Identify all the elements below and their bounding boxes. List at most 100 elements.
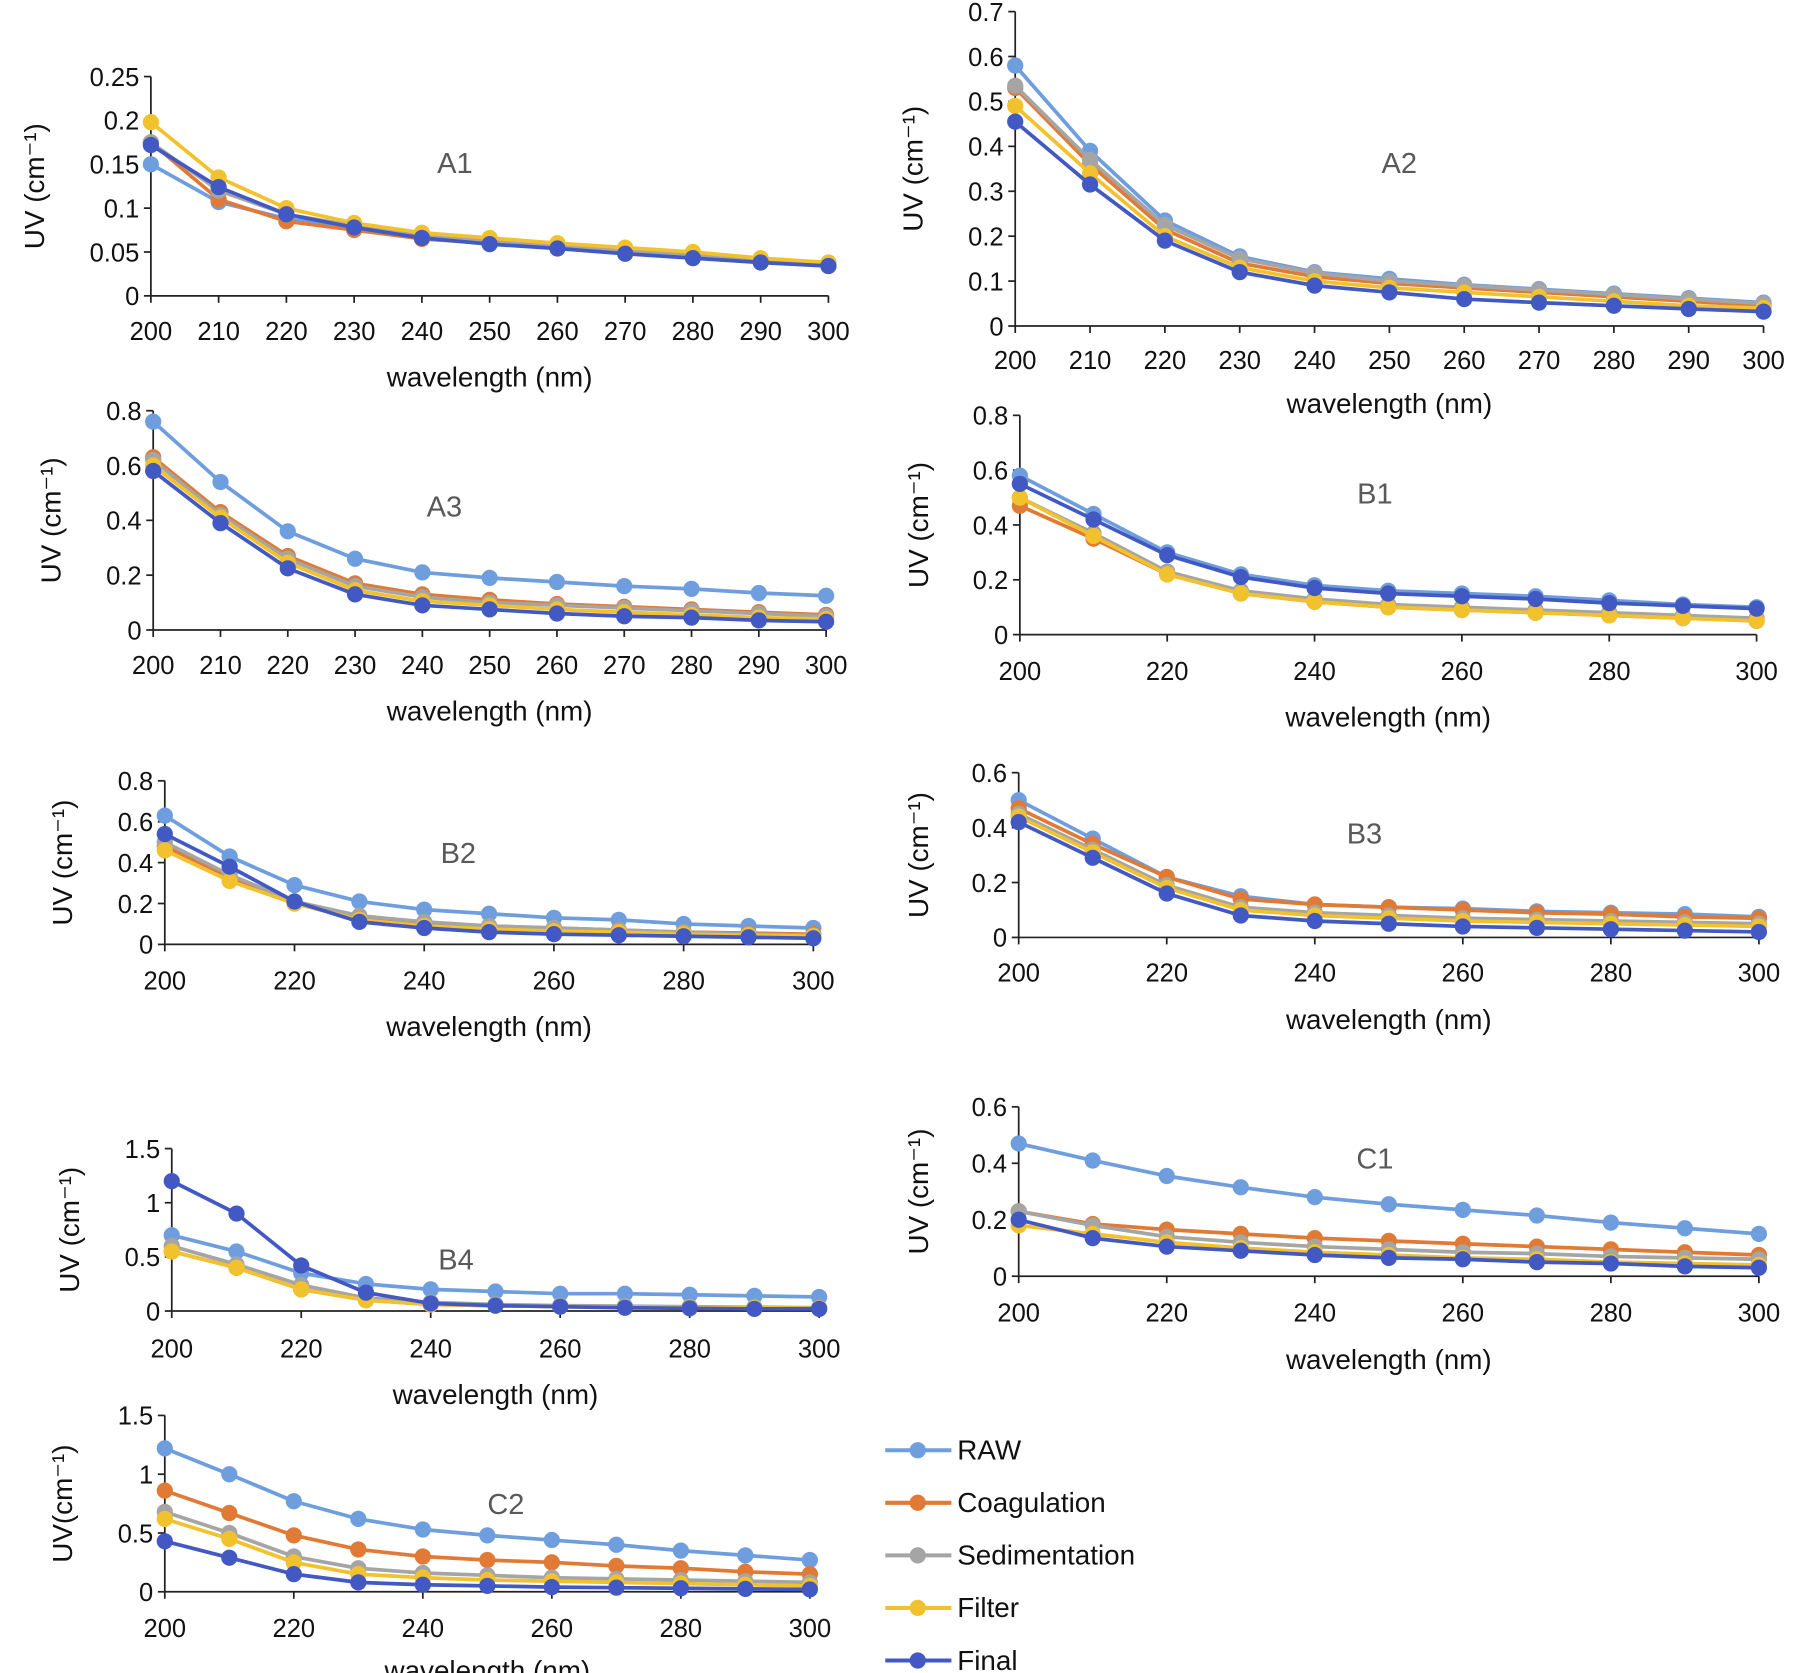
data-point [286,893,303,910]
x-tick-label: 220 [265,318,308,346]
data-point [221,1549,238,1566]
data-point [163,1172,180,1190]
data-point [543,1578,560,1596]
data-point [1453,588,1471,605]
x-tick-label: 260 [536,652,579,680]
data-point [487,1283,504,1300]
series-final [163,1172,828,1317]
data-point [350,1510,367,1528]
data-point [1007,97,1024,115]
data-point [750,612,767,629]
panel-title: B3 [1347,818,1382,850]
x-tick-label: 250 [468,318,511,346]
data-point [675,928,692,945]
y-tick-label: 0.4 [973,512,1008,540]
panel-title: B1 [1357,479,1392,511]
data-point [1306,1246,1323,1264]
y-tick-label: 0.4 [118,850,153,878]
data-point [608,1536,625,1553]
y-tick-label: 0.6 [972,760,1007,788]
data-point [1081,176,1099,193]
x-tick-label: 240 [1293,347,1336,375]
legend-label: Filter [957,1592,1019,1623]
y-tick-label: 0 [993,925,1007,953]
y-tick-label: 1 [139,1462,153,1490]
data-point [752,254,769,271]
y-tick-label: 0.5 [125,1244,160,1272]
x-axis-label: wavelength (nm) [1285,1344,1492,1375]
x-axis-label: wavelength (nm) [392,1379,599,1410]
y-tick-label: 0.7 [968,0,1003,27]
data-point [746,1287,763,1304]
data-point [672,1560,689,1577]
data-point [351,893,368,910]
data-point [1084,849,1101,866]
x-tick-label: 290 [739,318,782,346]
series-final [156,1533,818,1598]
panel-title: B2 [441,838,476,870]
data-point [1454,1251,1471,1268]
x-tick-label: 250 [468,652,511,680]
y-tick-label: 0.8 [118,768,153,796]
data-point [1528,1253,1545,1271]
data-point [545,926,563,943]
x-tick-label: 260 [536,318,579,346]
y-tick-label: 0 [139,932,153,960]
y-tick-label: 0.6 [973,457,1008,485]
data-point [801,1581,818,1598]
data-point [142,156,159,173]
data-point [357,1284,375,1301]
data-point [1007,113,1024,130]
data-point [1010,813,1027,831]
data-point [616,1299,634,1316]
data-point [1602,921,1619,938]
series-final [1011,475,1765,617]
data-point [221,1530,238,1548]
x-tick-label: 240 [402,1615,445,1643]
x-tick-label: 200 [999,658,1042,686]
series-final [145,462,835,630]
panel-title: C2 [487,1489,524,1521]
x-tick-label: 260 [1442,960,1485,988]
data-point [285,1527,302,1544]
data-point [1085,511,1102,528]
data-point [1231,263,1248,281]
data-point [212,473,229,491]
x-tick-label: 220 [280,1335,323,1363]
x-tick-label: 240 [1293,1299,1336,1327]
data-point [350,1541,367,1558]
data-point [416,919,433,937]
x-tick-label: 240 [401,652,444,680]
x-axis-label: wavelength (nm) [1284,701,1491,732]
data-point [1380,585,1397,602]
data-point [1156,216,1174,234]
data-point [1380,1196,1397,1213]
panel-a3: 0 0.2 0.4 0.6 0.8 200 210 220 230 240 250 260 270 280… [35,398,847,726]
data-point [552,1285,569,1302]
data-point [1011,489,1028,506]
legend-marker [909,1599,926,1617]
data-point [414,1576,431,1593]
data-point [1602,1214,1619,1231]
series-coagulation [156,1482,818,1583]
data-point [1306,1189,1323,1206]
series-coagulation [142,134,837,275]
x-tick-label: 200 [130,318,173,346]
x-tick-label: 300 [1738,960,1781,988]
y-tick-label: 0.3 [968,179,1003,207]
legend-marker [909,1442,926,1459]
series-raw [156,807,822,937]
panel-title: A1 [437,148,472,180]
data-point [1674,597,1692,614]
y-tick-label: 0.1 [104,195,139,223]
data-point [145,413,162,430]
series-final [1007,113,1772,320]
data-point [210,178,227,196]
x-tick-label: 240 [1293,658,1336,686]
series-raw [1010,1135,1768,1242]
legend-entry-final: Final [885,1645,1018,1673]
x-tick-label: 210 [1069,347,1112,375]
data-point [156,842,173,859]
panel-title: A3 [427,491,462,523]
data-point [552,1298,569,1315]
